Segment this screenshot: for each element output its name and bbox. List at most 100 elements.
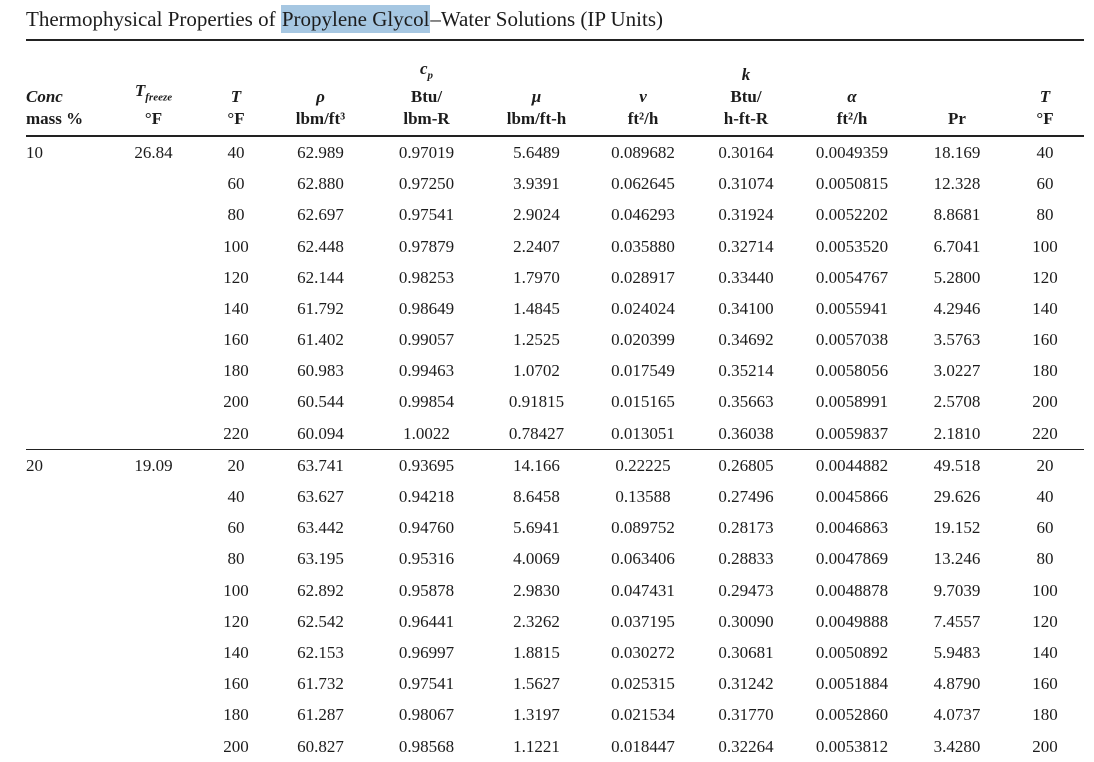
cell-t-right: 160 xyxy=(1032,330,1058,350)
cell-t-right: 40 xyxy=(1036,142,1054,162)
header-symbol-line: μ xyxy=(483,86,590,108)
cell-alpha: 0.0045866 xyxy=(815,487,889,507)
cell-mu: 5.6941 xyxy=(513,518,560,538)
column-header-nu: ν ft²/h xyxy=(590,41,696,138)
cell-t: 100 xyxy=(223,236,249,256)
cell-t-freeze xyxy=(106,418,201,450)
header-symbol: α xyxy=(847,87,857,107)
cell-k: 0.30164 xyxy=(718,142,774,162)
cell-rho: 61.402 xyxy=(297,330,344,350)
cell-alpha: 0.0052202 xyxy=(815,205,889,225)
cell-pr: 3.5763 xyxy=(933,330,981,350)
cell-conc xyxy=(26,200,106,231)
cell-cp: 0.97541 xyxy=(398,674,455,694)
cell-cp: 0.99854 xyxy=(398,392,455,412)
cell-t-right: 20 xyxy=(1006,449,1084,482)
cell-t-right: 100 xyxy=(1032,580,1058,600)
cell-nu: 0.015165 xyxy=(611,392,675,412)
cell-conc xyxy=(26,325,106,356)
cell-t: 200 xyxy=(223,392,249,412)
title-text-prefix: Thermophysical Properties of xyxy=(26,7,281,31)
cell-t-freeze xyxy=(106,200,201,231)
cell-t-freeze xyxy=(106,700,201,731)
header-subscript: freeze xyxy=(145,91,173,104)
cell-nu: 0.035880 xyxy=(611,236,675,256)
header-symbol: c xyxy=(419,59,428,78)
header-unit: h-ft-R xyxy=(723,109,769,129)
column-header-pr: Pr xyxy=(908,41,1006,138)
table-header: Conc mass % Tfreeze °F T °F ρ lbm/ft³ cp Btu/lbm-… xyxy=(26,41,1084,138)
cell-nu: 0.063406 xyxy=(611,549,675,569)
cell-t-freeze xyxy=(106,231,201,262)
cell-rho: 60.827 xyxy=(297,736,344,756)
cell-rho: 62.448 xyxy=(297,236,344,256)
cell-k: 0.35214 xyxy=(718,361,774,381)
table-row: 10 26.84 40 62.989 0.97019 5.6489 0.089682 0.30… xyxy=(26,136,1084,168)
cell-t: 180 xyxy=(223,361,249,381)
cell-mu: 1.8815 xyxy=(513,642,560,662)
cell-t: 80 xyxy=(227,549,245,569)
table-row: 120 62.144 0.98253 1.7970 0.028917 0.33440 0.0… xyxy=(26,262,1084,293)
cell-mu: 0.78427 xyxy=(508,423,565,443)
cell-cp: 0.96997 xyxy=(398,642,455,662)
cell-pr: 4.2946 xyxy=(933,298,981,318)
cell-k: 0.30090 xyxy=(718,611,774,631)
cell-pr: 4.8790 xyxy=(933,674,981,694)
table-row: 40 63.627 0.94218 8.6458 0.13588 0.27496 0.004… xyxy=(26,481,1084,512)
cell-k: 0.28173 xyxy=(718,518,774,538)
cell-pr: 12.328 xyxy=(933,174,981,194)
cell-t: 40 xyxy=(227,142,245,162)
cell-pr: 18.169 xyxy=(933,142,981,162)
cell-rho: 60.544 xyxy=(297,392,344,412)
cell-k: 0.32264 xyxy=(718,736,774,756)
cell-k: 0.28833 xyxy=(718,549,774,569)
cell-conc xyxy=(26,293,106,324)
cell-t-right: 140 xyxy=(1032,642,1058,662)
cell-t-freeze xyxy=(106,513,201,544)
cell-conc xyxy=(26,637,106,668)
cell-conc xyxy=(26,575,106,606)
cell-rho: 62.880 xyxy=(297,174,344,194)
cell-rho: 62.153 xyxy=(297,642,344,662)
cell-k: 0.29473 xyxy=(718,580,774,600)
cell-t-freeze xyxy=(106,637,201,668)
cell-t: 60 xyxy=(227,174,245,194)
cell-cp: 1.0022 xyxy=(403,423,450,443)
cell-conc xyxy=(26,513,106,544)
cell-conc xyxy=(26,669,106,700)
header-unit: °F xyxy=(1036,109,1054,129)
cell-mu: 1.0702 xyxy=(513,361,560,381)
cell-nu: 0.089752 xyxy=(611,518,675,538)
cell-alpha: 0.0049888 xyxy=(815,611,889,631)
cell-mu: 2.9830 xyxy=(513,580,560,600)
title-text-suffix: –Water Solutions (IP Units) xyxy=(430,7,664,31)
cell-rho: 62.989 xyxy=(297,142,344,162)
header-subscript: p xyxy=(427,69,434,82)
cell-mu: 0.91815 xyxy=(508,392,565,412)
cell-k: 0.31242 xyxy=(718,674,774,694)
header-unit: lbm/ft-h xyxy=(506,109,567,129)
cell-cp: 0.94218 xyxy=(398,487,455,507)
cell-t-freeze xyxy=(106,481,201,512)
cell-pr: 29.626 xyxy=(933,487,981,507)
cell-alpha: 0.0044882 xyxy=(796,449,908,482)
cell-cp: 0.98649 xyxy=(398,298,455,318)
cell-k: 0.34100 xyxy=(718,298,774,318)
cell-pr: 19.152 xyxy=(933,518,981,538)
cell-mu: 1.1221 xyxy=(513,736,560,756)
cell-t: 60 xyxy=(227,518,245,538)
table-row: 200 60.544 0.99854 0.91815 0.015165 0.35663 0.… xyxy=(26,387,1084,418)
cell-alpha: 0.0057038 xyxy=(815,330,889,350)
cell-t-right: 120 xyxy=(1032,267,1058,287)
selected-text-highlight: Propylene Glycol xyxy=(280,5,431,33)
cell-nu: 0.024024 xyxy=(611,298,675,318)
cell-t: 140 xyxy=(223,298,249,318)
table-row: 60 62.880 0.97250 3.9391 0.062645 0.31074 0.00… xyxy=(26,169,1084,200)
cell-alpha: 0.0052860 xyxy=(815,705,889,725)
cell-rho: 62.542 xyxy=(297,611,344,631)
cell-t-freeze xyxy=(106,325,201,356)
cell-mu: 1.5627 xyxy=(513,674,560,694)
cell-conc xyxy=(26,387,106,418)
cell-cp: 0.98067 xyxy=(398,705,455,725)
header-symbol-line: T xyxy=(201,86,271,108)
